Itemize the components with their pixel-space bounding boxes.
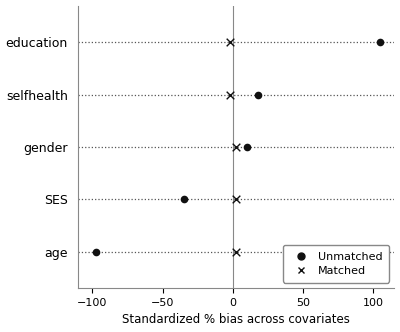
Point bbox=[377, 40, 384, 45]
Point bbox=[232, 249, 239, 254]
Point bbox=[227, 92, 233, 97]
X-axis label: Standardized % bias across covariates: Standardized % bias across covariates bbox=[122, 313, 350, 326]
Point bbox=[255, 92, 261, 97]
Point bbox=[232, 144, 239, 149]
Point bbox=[93, 249, 100, 254]
Point bbox=[227, 40, 233, 45]
Point bbox=[232, 197, 239, 202]
Point bbox=[180, 197, 187, 202]
Point bbox=[244, 144, 250, 149]
Legend: Unmatched, Matched: Unmatched, Matched bbox=[283, 245, 389, 283]
